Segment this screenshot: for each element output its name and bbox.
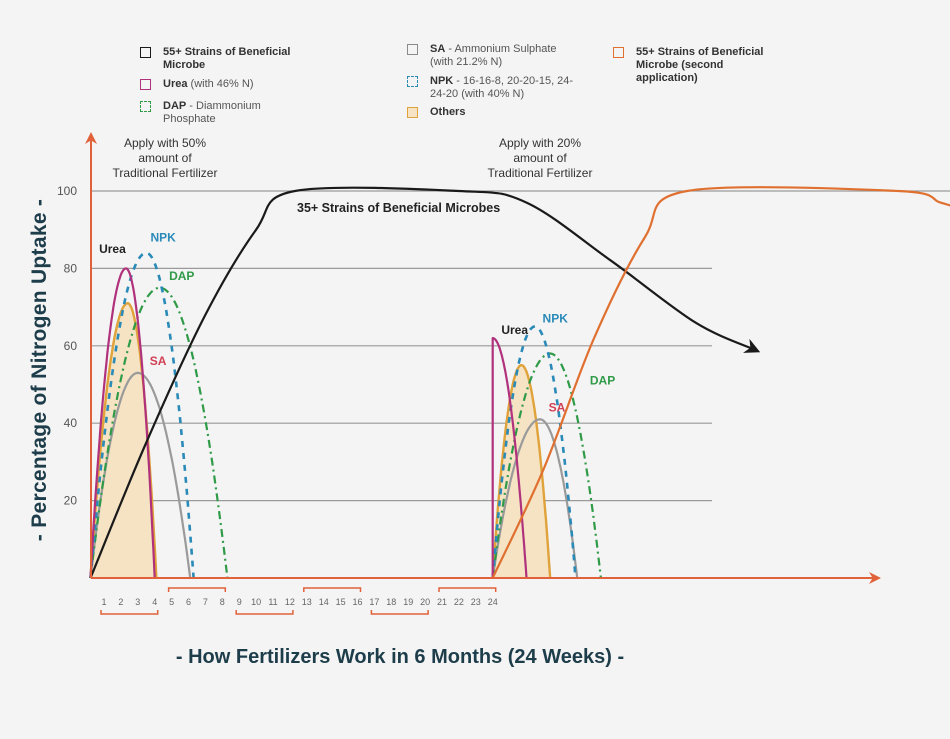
npk-curve-2: [491, 325, 577, 579]
curve-label-urea: Urea: [99, 242, 126, 256]
legend-label: Others: [430, 106, 466, 118]
curve-label-dap: DAP: [590, 374, 615, 388]
month-bracket-2: [167, 587, 227, 592]
microbe-curve-label: 35+ Strains of Beneficial Microbes: [297, 201, 500, 215]
x-tick-label: 20: [420, 597, 430, 607]
legend-label-detail: - 16-16-8, 20-20-15, 24-24-20 (with 40% …: [430, 75, 574, 100]
dap-curve-1: [89, 286, 229, 579]
legend-swatch-others-icon: [407, 107, 418, 118]
x-tick-label: 22: [454, 597, 464, 607]
microbe-curve: [89, 186, 761, 579]
legend-swatch-sa-icon: [407, 44, 418, 55]
legend-swatch-urea-icon: [140, 79, 151, 90]
curve-label-sa: SA: [150, 354, 167, 368]
legend-label-detail: - Ammonium Sulphate (with 21.2% N): [430, 43, 557, 68]
legend-item-dap: DAP - Diammonium Phosphate: [140, 100, 303, 126]
legend-label: SA: [430, 43, 446, 55]
legend-label: 55+ Strains of Beneficial Microbe (secon…: [636, 46, 764, 84]
legend-swatch-microbe-second-icon: [613, 47, 624, 58]
x-tick-label: 23: [471, 597, 481, 607]
legend-label: Urea: [163, 78, 188, 90]
y-tick-label: 80: [64, 261, 78, 275]
x-tick-label: 13: [302, 597, 312, 607]
x-tick-label: 8: [220, 597, 225, 607]
x-axis-title: - How Fertilizers Work in 6 Months (24 W…: [175, 646, 625, 668]
x-tick-label: 10: [251, 597, 261, 607]
curve-label-npk: NPK: [150, 230, 176, 244]
legend-item-sa: SA - Ammonium Sulphate (with 21.2% N): [407, 43, 580, 69]
legend-swatch-npk-icon: [407, 76, 418, 87]
x-tick-label: 14: [319, 597, 329, 607]
urea-curve-1: [89, 267, 156, 579]
legend-item-microbe-second: 55+ Strains of Beneficial Microbe (secon…: [613, 46, 786, 85]
legend-item-microbe: 55+ Strains of Beneficial Microbe: [140, 46, 333, 72]
second-application-note: Apply with 20% amount of Traditional Fer…: [487, 136, 593, 180]
x-tick-label: 9: [237, 597, 242, 607]
x-tick-label: 21: [437, 597, 447, 607]
x-tick-label: 17: [369, 597, 379, 607]
y-tick-label: 60: [64, 339, 78, 353]
dap-curve-2: [491, 352, 602, 579]
npk-curve-1: [89, 251, 195, 579]
curve-label-npk: NPK: [543, 312, 569, 326]
legend-item-npk: NPK - 16-16-8, 20-20-15, 24-24-20 (with …: [407, 75, 580, 101]
x-tick-label: 4: [152, 597, 157, 607]
legend-item-urea: Urea (with 46% N): [140, 78, 333, 91]
month-bracket-1: [100, 610, 159, 615]
urea-curve-2: [491, 337, 528, 579]
x-tick-label: 15: [336, 597, 346, 607]
legend-swatch-dap-icon: [140, 101, 151, 112]
first-application-note: Apply with 50% amount of Traditional Fer…: [112, 136, 218, 180]
others-area-2: [492, 365, 551, 578]
legend-label: DAP: [163, 100, 187, 112]
x-tick-label: 11: [268, 597, 277, 607]
legend-label-detail: (with 46% N): [187, 78, 254, 90]
x-tick-label: 5: [169, 597, 174, 607]
legend-label: NPK: [430, 75, 454, 87]
y-tick-label: 20: [64, 494, 78, 508]
curve-label-dap: DAP: [169, 269, 194, 283]
legend-label: 55+ Strains of Beneficial Microbe: [163, 46, 291, 71]
x-tick-label: 7: [203, 597, 208, 607]
legend-item-others: Others: [407, 106, 580, 119]
x-tick-label: 19: [403, 597, 413, 607]
month-bracket-4: [303, 587, 362, 592]
others-area-1: [90, 303, 157, 578]
sa-curve-2: [491, 418, 579, 579]
month-bracket-6: [438, 587, 497, 592]
legend-label-detail: - Diammonium Phosphate: [163, 100, 261, 125]
legend-swatch-microbe-icon: [140, 47, 151, 58]
y-tick-label: 100: [57, 184, 77, 198]
microbe-second-curve: [491, 186, 950, 579]
x-tick-label: 6: [186, 597, 191, 607]
y-axis-title: - Percentage of Nitrogen Uptake -: [28, 198, 51, 542]
x-tick-label: 3: [135, 597, 140, 607]
y-tick-label: 40: [64, 416, 78, 430]
x-tick-label: 1: [101, 597, 106, 607]
x-tick-label: 24: [488, 597, 498, 607]
curve-label-sa: SA: [549, 401, 566, 415]
x-tick-label: 16: [352, 597, 362, 607]
others-curve-2: [491, 363, 552, 579]
curve-label-urea: Urea: [501, 323, 528, 337]
x-tick-label: 12: [285, 597, 295, 607]
month-bracket-5: [370, 610, 429, 615]
x-tick-label: 18: [386, 597, 396, 607]
month-bracket-3: [235, 610, 294, 615]
x-tick-label: 2: [118, 597, 123, 607]
